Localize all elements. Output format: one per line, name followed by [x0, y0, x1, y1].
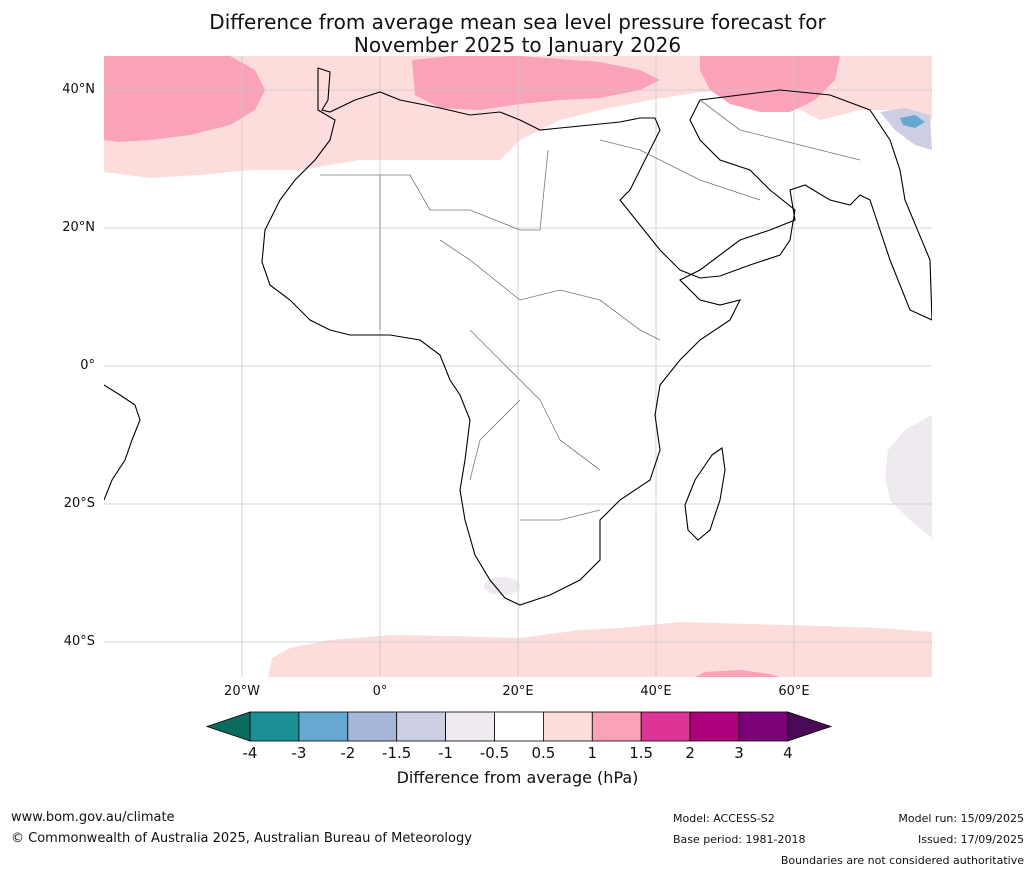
lon-label-20e: 20°E — [502, 684, 534, 699]
country-borders — [320, 99, 861, 521]
anomaly-core-atlantic-pink — [104, 56, 265, 142]
colorbar-axis-label: Difference from average (hPa) — [396, 768, 639, 787]
lat-label-20n: 20°N — [62, 220, 95, 235]
colorbar-tick-label: 1 — [587, 744, 598, 762]
footer-boundaries-note: Boundaries are not considered authoritat… — [780, 854, 1024, 867]
footer-copyright: © Commonwealth of Australia 2025, Austra… — [11, 831, 472, 846]
colorbar-tick-label: -3 — [291, 744, 307, 762]
anomaly-patch-himalaya-dark-blue — [900, 115, 925, 128]
anomaly-patch-south-pink — [695, 670, 780, 677]
colorbar-tick-label: 4 — [783, 744, 793, 762]
lat-label-40n: 40°N — [62, 82, 95, 97]
colorbar-tick-label: 2 — [685, 744, 695, 762]
anomaly-band-south-light-pink — [268, 622, 932, 677]
coastline-africa-eurasia — [261, 67, 932, 606]
footer-base-period: Base period: 1981-2018 — [673, 833, 806, 846]
map-title-line-1: Difference from average mean sea level p… — [209, 10, 826, 34]
colorbar-tick-label: -2 — [340, 744, 356, 762]
coastline-south-america — [104, 384, 141, 501]
lat-label-20s: 20°S — [63, 496, 95, 511]
lon-label-60e: 60°E — [778, 684, 810, 699]
anomaly-patch-indian-ocean-lavender — [885, 415, 932, 538]
colorbar-tick-label: -1 — [438, 744, 454, 762]
anomaly-core-mediterranean-pink — [412, 56, 660, 110]
colorbar-tick-label: -1.5 — [382, 744, 412, 762]
lon-label-0: 0° — [372, 684, 388, 699]
coastline-madagascar — [684, 447, 726, 541]
anomaly-patch-cape-lavender — [484, 577, 520, 595]
graticule — [104, 56, 932, 677]
map-title-line-2: November 2025 to January 2026 — [353, 33, 682, 57]
lat-label-equator: 0° — [80, 358, 95, 373]
lon-label-20w: 20°W — [224, 684, 260, 699]
anomaly-core-east-pink — [700, 56, 840, 112]
colorbar-tick-label: 1.5 — [629, 744, 654, 762]
footer-website: www.bom.gov.au/climate — [11, 810, 175, 825]
lon-label-40e: 40°E — [640, 684, 672, 699]
colorbar-tick-label: 3 — [734, 744, 744, 762]
colorbar-tick-label: 0.5 — [531, 744, 556, 762]
lat-label-40s: 40°S — [63, 634, 95, 649]
footer-issued: Issued: 17/09/2025 — [917, 833, 1024, 846]
colorbar-tick-label: -4 — [242, 744, 258, 762]
footer-model: Model: ACCESS-S2 — [673, 812, 775, 825]
footer-model-run: Model run: 15/09/2025 — [898, 812, 1024, 825]
colorbar-tick-label: -0.5 — [479, 744, 510, 762]
